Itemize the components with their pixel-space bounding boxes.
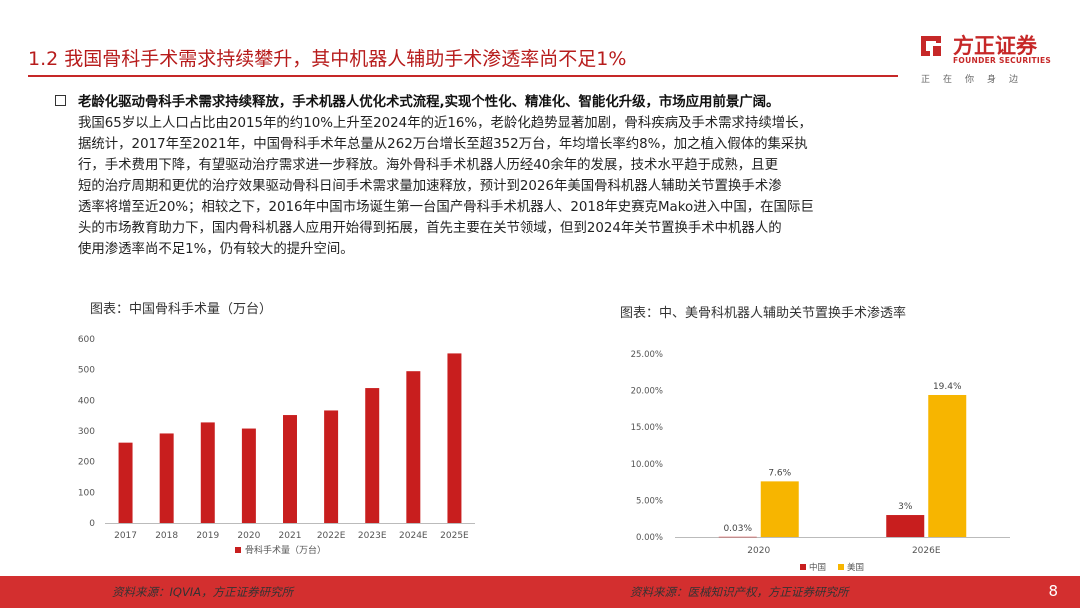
footer-bar (0, 576, 1080, 608)
summary-line: 我国65岁以上人口占比由2015年的约10%上升至2024年的近16%，老龄化趋… (78, 116, 812, 131)
x-tick-label: 2021 (279, 531, 302, 541)
y-tick-label: 0 (89, 519, 95, 529)
summary-line: 短的治疗周期和更优的治疗效果驱动骨科日间手术需求量加速释放，预计到2026年美国… (78, 179, 782, 194)
bar (365, 388, 380, 523)
chart2-title: 图表：中、美骨科机器人辅助关节置换手术渗透率 (620, 306, 907, 321)
bar (760, 481, 799, 537)
bar (241, 428, 256, 523)
summary-line: 使用渗透率尚不足1%，仍有较大的提升空间。 (78, 242, 354, 257)
y-tick-label: 300 (78, 427, 95, 437)
x-tick-label: 2024E (399, 531, 428, 541)
bullet-square-icon (55, 95, 66, 106)
data-label: 3% (898, 502, 913, 512)
source-note-right: 资料来源：医械知识产权，方正证券研究所 (630, 585, 849, 599)
legend-swatch (800, 564, 806, 570)
brand-logo: 方正证券 FOUNDER SECURITIES 正在你身边 (915, 30, 1055, 86)
chart1-title: 图表：中国骨科手术量（万台） (90, 302, 273, 317)
summary-body: 我国65岁以上人口占比由2015年的约10%上升至2024年的近16%，老龄化趋… (78, 113, 1028, 260)
page-title: 1.2 我国骨科手术需求持续攀升，其中机器人辅助手术渗透率尚不足1% (28, 48, 627, 70)
source-note-left: 资料来源：IQVIA，方正证券研究所 (112, 585, 294, 599)
legend-swatch (235, 547, 241, 553)
logo-mark-icon (921, 36, 941, 56)
summary-line: 透率将增至近20%；相较之下，2016年中国市场诞生第一台国产骨科手术机器人、2… (78, 200, 814, 215)
bar (406, 371, 421, 523)
x-tick-label: 2020 (237, 531, 260, 541)
y-tick-label: 25.00% (631, 350, 663, 360)
summary-line: 据统计，2017年至2021年，中国骨科手术年总量从262万台增长至超352万台… (78, 137, 808, 152)
x-tick-label: 2022E (317, 531, 346, 541)
x-tick-label: 2019 (196, 531, 219, 541)
bar (447, 353, 462, 523)
legend-label: 骨科手术量（万台） (245, 544, 326, 556)
surgery-volume-chart: 0 100 200 300 400 500 600 2017 2018 2019 2020 2021 2… (78, 335, 475, 556)
legend-label: 美国 (847, 562, 864, 573)
data-label: 0.03% (723, 524, 752, 534)
y-tick-label: 15.00% (631, 423, 663, 433)
page-number: 8 (1048, 582, 1058, 600)
summary-lead: 老龄化驱动骨科手术需求持续释放，手术机器人优化术式流程,实现个性化、精准化、智能… (78, 95, 780, 110)
x-tick-label: 2020 (747, 546, 770, 556)
data-label: 7.6% (768, 468, 791, 478)
y-tick-label: 20.00% (631, 387, 663, 397)
y-tick-label: 100 (78, 488, 95, 498)
bar (283, 415, 297, 523)
legend-label: 中国 (809, 562, 826, 573)
bar (718, 536, 757, 538)
x-tick-label: 2017 (114, 531, 137, 541)
x-tick-label: 2025E (440, 531, 469, 541)
y-tick-label: 10.00% (631, 460, 663, 470)
y-tick-label: 400 (78, 396, 95, 406)
x-tick-label: 2026E (912, 546, 941, 556)
summary-line: 行，手术费用下降，有望驱动治疗需求进一步释放。海外骨科手术机器人历经40余年的发… (78, 158, 778, 173)
y-tick-label: 5.00% (636, 496, 663, 506)
legend-swatch (838, 564, 844, 570)
logo-name: 方正证券 (953, 34, 1037, 58)
penetration-rate-chart: 0.00% 5.00% 10.00% 15.00% 20.00% 25.00% 0.03% 7… (631, 350, 1010, 573)
title-divider (28, 75, 898, 77)
x-tick-label: 2023E (358, 531, 387, 541)
logo-english-name: FOUNDER SECURITIES (953, 56, 1052, 65)
y-tick-label: 600 (78, 335, 95, 345)
y-tick-label: 500 (78, 366, 95, 376)
bar (200, 422, 215, 523)
data-label: 19.4% (933, 382, 962, 392)
y-tick-label: 0.00% (636, 533, 663, 543)
logo-slogan: 正在你身边 (921, 75, 1032, 85)
bar (324, 410, 339, 523)
bar (118, 442, 133, 523)
y-tick-label: 200 (78, 458, 95, 468)
bar (928, 394, 967, 537)
x-tick-label: 2018 (155, 531, 178, 541)
summary-line: 头的市场教育助力下，国内骨科机器人应用开始得到拓展，首先主要在关节领域，但到20… (78, 221, 782, 236)
bar (159, 433, 174, 523)
bar (886, 515, 925, 537)
